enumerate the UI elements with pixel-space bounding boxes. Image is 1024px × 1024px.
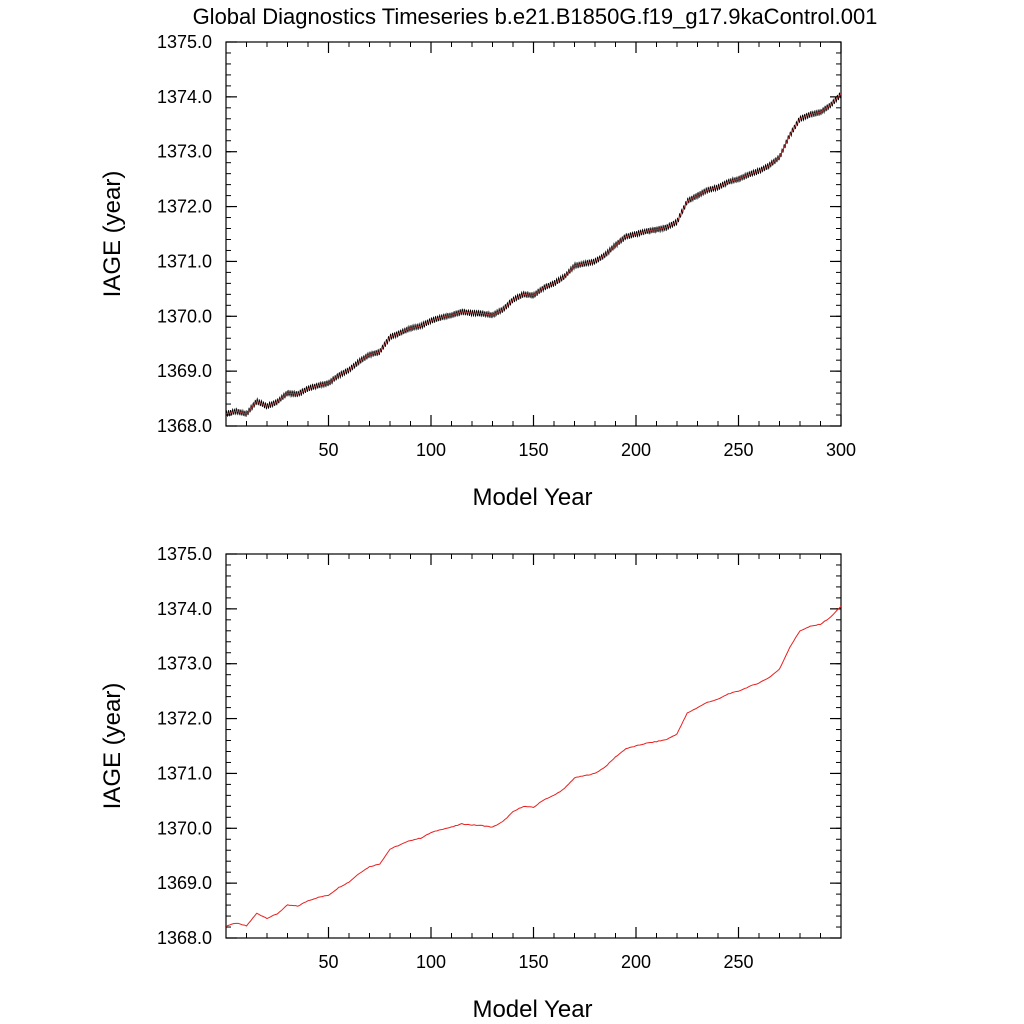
- y-tick-label: 1373.0: [157, 142, 212, 162]
- x-tick-label: 100: [416, 952, 446, 972]
- y-tick-label: 1370.0: [157, 818, 212, 838]
- series-line-annual: [225, 605, 842, 927]
- series-line-monthly: [225, 92, 842, 417]
- minor-ticks: [226, 553, 841, 939]
- y-tick-label: 1369.0: [157, 873, 212, 893]
- minor-ticks: [226, 41, 841, 427]
- y-tick-label: 1373.0: [157, 654, 212, 674]
- chart-title: Global Diagnostics Timeseries b.e21.B185…: [193, 4, 878, 29]
- y-tick-label: 1372.0: [157, 709, 212, 729]
- x-tick-label: 50: [318, 952, 338, 972]
- bottom-chart-panel: 1368.0 1369.0 1370.0 1371.0 1372.0 1373.0 1374…: [99, 544, 842, 1023]
- y-tick-label: 1368.0: [157, 416, 212, 436]
- plot-frame: [225, 41, 842, 427]
- top-chart-panel: 1368.0 1369.0 1370.0 1371.0 1372.0 1373.0 1374…: [99, 32, 856, 511]
- y-tick-label: 1371.0: [157, 763, 212, 783]
- y-tick-label: 1368.0: [157, 928, 212, 948]
- x-tick-label: 100: [416, 440, 446, 460]
- y-tick-label: 1369.0: [157, 361, 212, 381]
- y-tick-label: 1374.0: [157, 87, 212, 107]
- y-axis-label: IAGE (year): [99, 683, 126, 810]
- y-tick-label: 1372.0: [157, 197, 212, 217]
- x-axis-label: Model Year: [472, 484, 592, 511]
- x-tick-label: 200: [621, 952, 651, 972]
- y-tick-label: 1374.0: [157, 599, 212, 619]
- x-tick-label: 300: [826, 440, 856, 460]
- x-tick-label: 50: [318, 440, 338, 460]
- x-tick-label: 250: [723, 952, 753, 972]
- plot-frame: [225, 553, 842, 939]
- y-tick-label: 1370.0: [157, 306, 212, 326]
- x-axis-label: Model Year: [472, 996, 592, 1023]
- x-tick-label: 150: [518, 440, 548, 460]
- x-tick-label: 200: [621, 440, 651, 460]
- y-tick-label: 1371.0: [157, 251, 212, 271]
- x-tick-label: 150: [518, 952, 548, 972]
- y-tick-label: 1375.0: [157, 32, 212, 52]
- y-tick-label: 1375.0: [157, 544, 212, 564]
- series-line-annual-overlay: [225, 93, 842, 415]
- y-axis-label: IAGE (year): [99, 171, 126, 298]
- x-tick-label: 250: [723, 440, 753, 460]
